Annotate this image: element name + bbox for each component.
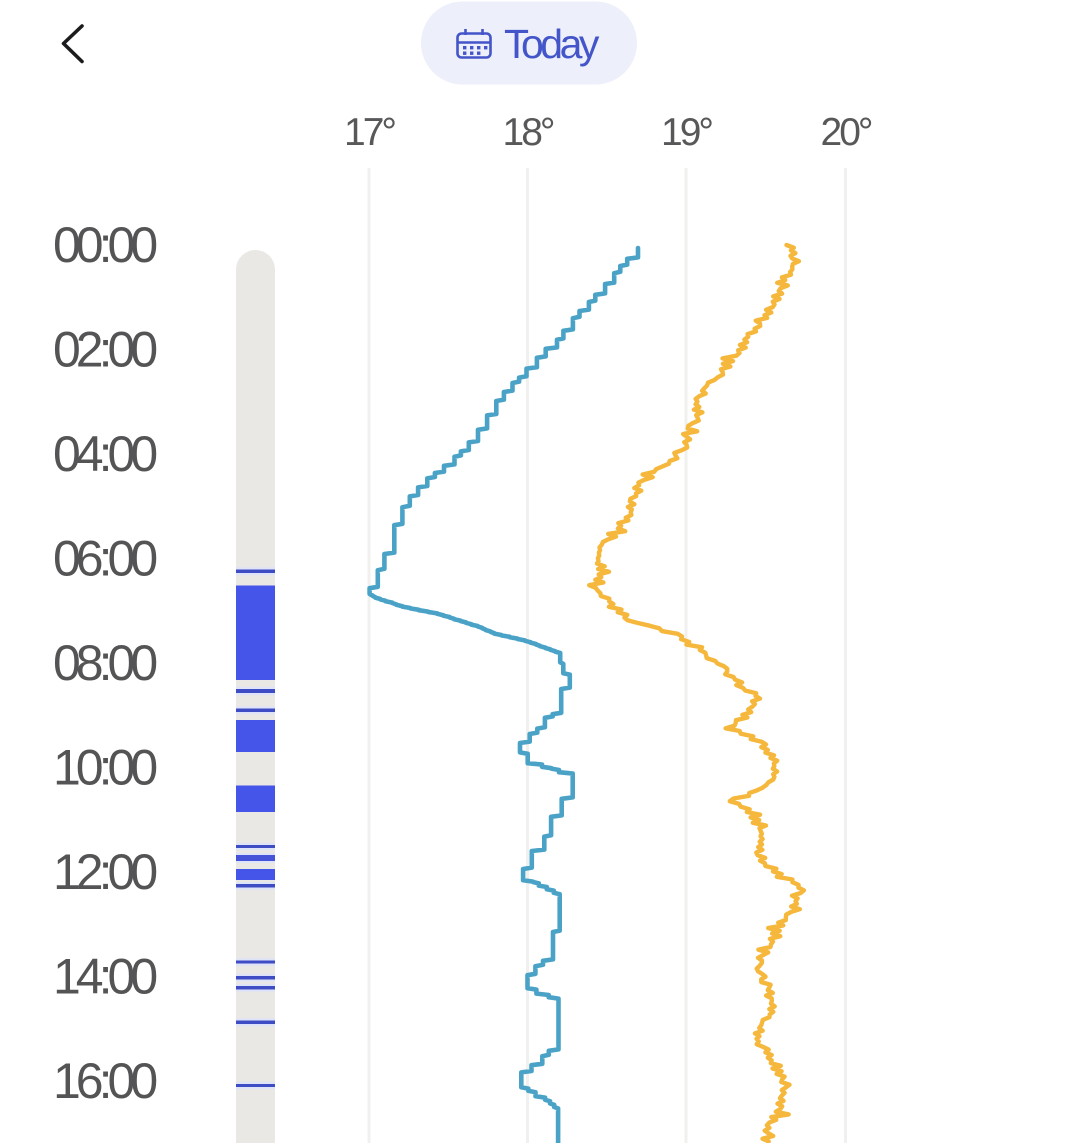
svg-text:16:00: 16:00 <box>53 1053 156 1109</box>
svg-text:02:00: 02:00 <box>53 322 156 378</box>
svg-text:14:00: 14:00 <box>53 949 156 1005</box>
svg-text:Today: Today <box>504 21 600 67</box>
svg-text:10:00: 10:00 <box>53 740 156 796</box>
svg-text:12:00: 12:00 <box>53 844 156 900</box>
svg-text:00:00: 00:00 <box>53 217 156 273</box>
svg-text:20°: 20° <box>821 111 872 154</box>
svg-text:19°: 19° <box>661 111 712 154</box>
svg-text:18°: 18° <box>503 111 554 154</box>
svg-text:17°: 17° <box>344 111 395 154</box>
svg-text:04:00: 04:00 <box>53 426 156 482</box>
svg-text:06:00: 06:00 <box>53 531 156 587</box>
svg-text:08:00: 08:00 <box>53 635 156 691</box>
